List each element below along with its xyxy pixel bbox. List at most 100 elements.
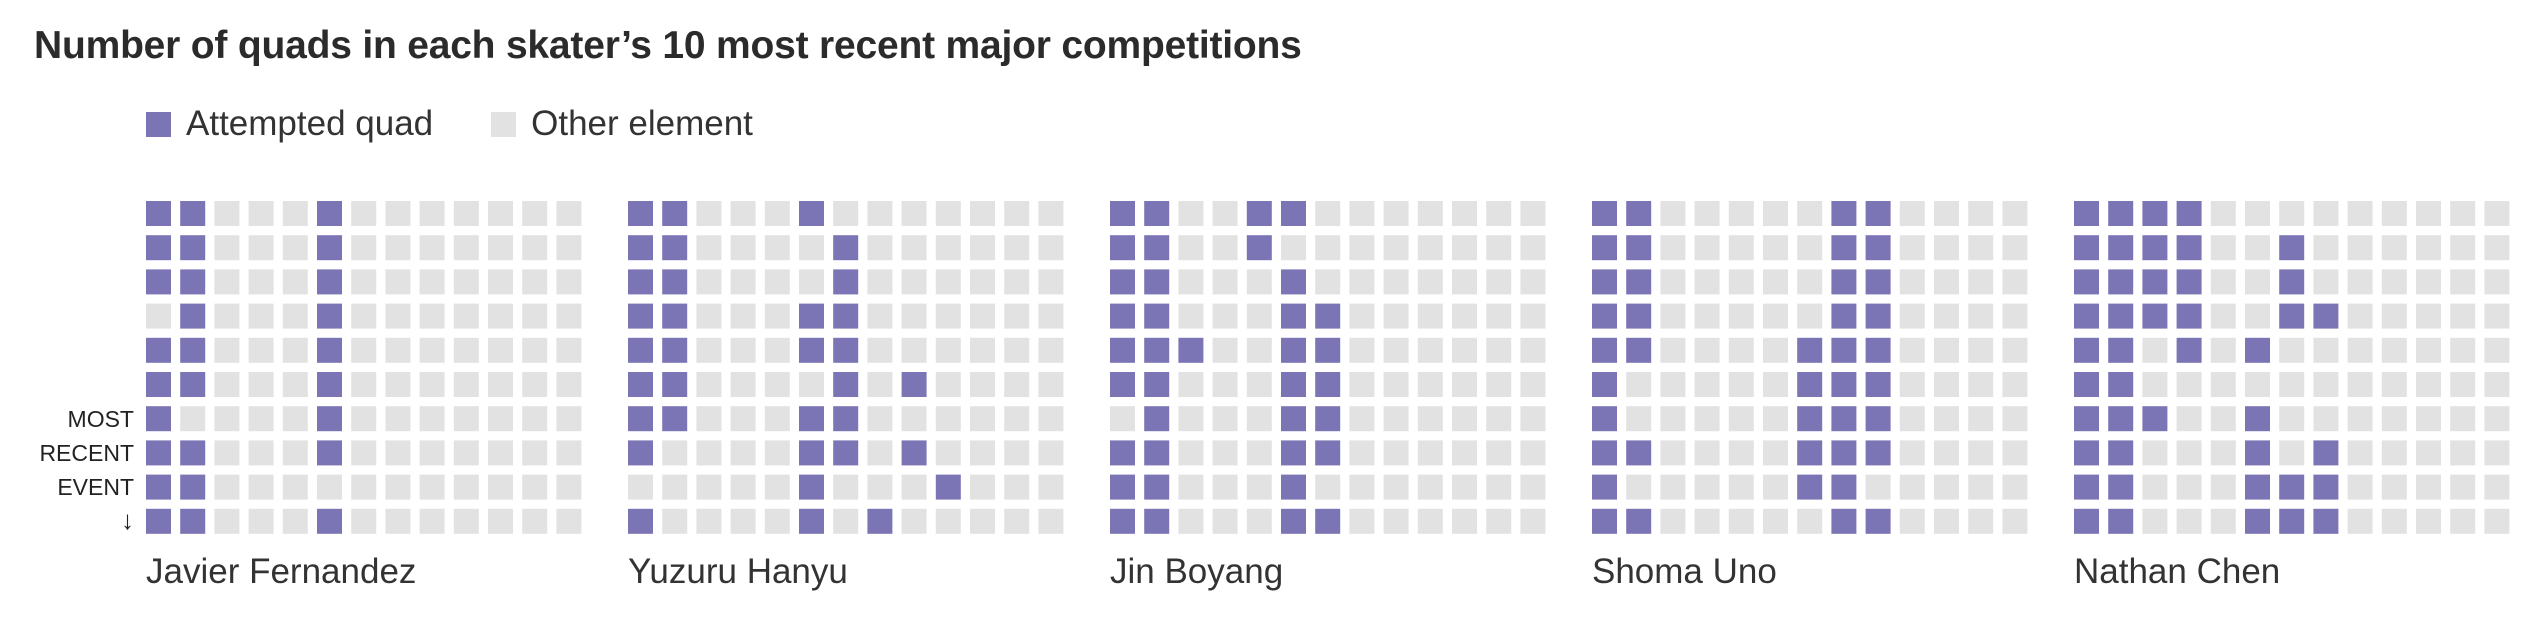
quad-cell (1592, 508, 1617, 534)
other-element-cell (1934, 508, 1959, 534)
other-element-cell (1383, 440, 1409, 466)
other-element-cell (2279, 201, 2305, 226)
other-element-cell (1004, 406, 1030, 432)
other-element-cell (282, 337, 308, 363)
other-element-cell (1004, 201, 1030, 226)
other-element-cell (385, 337, 411, 363)
other-element-cell (2416, 269, 2441, 295)
other-element-cell (696, 406, 722, 432)
other-element-cell (556, 406, 582, 432)
other-element-cell (970, 337, 995, 363)
other-element-cell (248, 508, 274, 534)
skater-grid-jin-boyang: Jin Boyang (1110, 201, 1546, 591)
other-element-cell (556, 372, 582, 397)
other-element-cell (453, 303, 479, 329)
other-element-cell (2313, 372, 2339, 397)
other-element-cell (1728, 508, 1754, 534)
other-element-cell (1417, 303, 1443, 329)
quad-cell (1281, 372, 1306, 397)
other-element-cell (419, 235, 445, 261)
other-element-cell (2142, 440, 2168, 466)
other-element-cell (214, 406, 240, 432)
quad-cell (662, 337, 688, 363)
quad-cell (146, 440, 171, 466)
other-element-cell (1520, 201, 1546, 226)
other-element-cell (901, 337, 927, 363)
other-element-cell (2381, 235, 2407, 261)
other-element-cell (248, 201, 274, 226)
other-element-cell (1246, 508, 1272, 534)
other-element-cell (1899, 406, 1925, 432)
quad-cell (2108, 440, 2134, 466)
other-element-cell (1315, 201, 1341, 226)
other-element-cell (522, 440, 548, 466)
quad-cell (2074, 269, 2099, 295)
quad-cell (2279, 235, 2305, 261)
other-element-cell (282, 406, 308, 432)
quad-cell (1281, 201, 1306, 226)
other-element-cell (556, 474, 582, 500)
other-element-cell (453, 508, 479, 534)
quad-cell (1110, 269, 1135, 295)
other-element-cell (1694, 337, 1720, 363)
other-element-cell (1626, 406, 1652, 432)
quad-cell (146, 406, 171, 432)
other-element-cell (1212, 474, 1238, 500)
quad-cell (2108, 269, 2134, 295)
quad-cell (2108, 372, 2134, 397)
other-element-cell (351, 303, 377, 329)
other-element-cell (1212, 508, 1238, 534)
other-element-cell (1486, 303, 1512, 329)
quad-cell (628, 201, 653, 226)
other-element-cell (1349, 474, 1375, 500)
quad-cell (146, 235, 171, 261)
quad-cell (317, 201, 342, 226)
quad-cell (662, 406, 688, 432)
other-element-cell (970, 508, 995, 534)
quad-cell (1831, 269, 1857, 295)
other-element-cell (2245, 303, 2270, 329)
quad-cell (2142, 269, 2168, 295)
other-element-cell (935, 440, 961, 466)
other-element-cell (1178, 508, 1204, 534)
other-element-cell (2416, 372, 2441, 397)
quad-cell (1592, 337, 1617, 363)
other-element-cell (2484, 303, 2510, 329)
other-element-cell (1520, 269, 1546, 295)
other-element-cell (1797, 201, 1823, 226)
skater-grid-javier-fernandez: Javier Fernandez (146, 201, 582, 591)
other-element-cell (1486, 372, 1512, 397)
other-element-cell (556, 269, 582, 295)
quad-cell (1831, 303, 1857, 329)
other-element-cell (1212, 303, 1238, 329)
other-element-cell (2381, 269, 2407, 295)
quad-cell (1797, 406, 1823, 432)
other-element-cell (2279, 440, 2305, 466)
quad-cell (1592, 201, 1617, 226)
other-element-cell (522, 372, 548, 397)
quad-cell (1144, 269, 1170, 295)
other-element-cell (1934, 269, 1959, 295)
quad-cell (1281, 406, 1306, 432)
other-element-cell (1899, 201, 1925, 226)
other-element-cell (1694, 474, 1720, 500)
other-element-cell (1660, 201, 1686, 226)
other-element-cell (1178, 201, 1204, 226)
legend-item-other: Other element (491, 104, 753, 144)
other-element-cell (1694, 235, 1720, 261)
other-element-cell (1417, 269, 1443, 295)
other-element-cell (385, 269, 411, 295)
quad-cell (2108, 508, 2134, 534)
other-element-cell (1660, 269, 1686, 295)
other-element-cell (867, 474, 893, 500)
quad-cell (317, 406, 342, 432)
quad-cell (2142, 235, 2168, 261)
other-element-cell (1728, 372, 1754, 397)
other-element-cell (2347, 474, 2373, 500)
other-element-cell (522, 337, 548, 363)
other-element-cell (1452, 406, 1477, 432)
other-element-cell (1038, 474, 1064, 500)
other-element-cell (1520, 440, 1546, 466)
quad-cell (1865, 235, 1891, 261)
other-element-cell (1178, 235, 1204, 261)
